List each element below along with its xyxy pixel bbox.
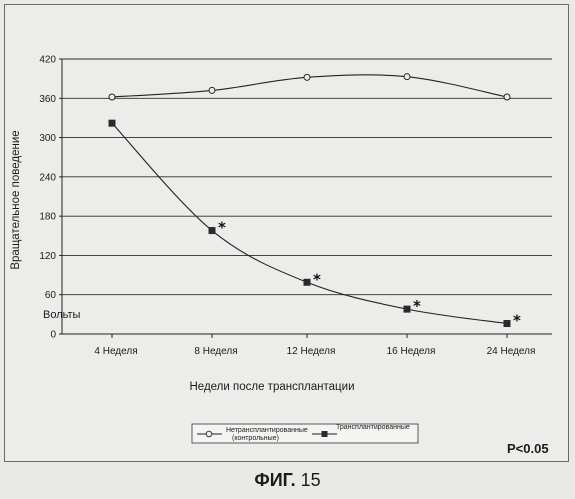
y-tick-label: 420 bbox=[39, 55, 56, 66]
legend: Нетрансплантированные (контрольные) Тран… bbox=[192, 424, 418, 443]
y-tick-label: 300 bbox=[39, 133, 56, 144]
series-line-transplanted bbox=[112, 123, 507, 323]
legend-marker-transplanted bbox=[322, 431, 328, 437]
y-tick-label: 360 bbox=[39, 94, 56, 105]
legend-label-control-2: (контрольные) bbox=[232, 435, 279, 442]
x-tick-labels: 4 Неделя 8 Неделя 12 Неделя 16 Неделя 24 Нед… bbox=[94, 346, 535, 357]
legend-marker-control bbox=[206, 431, 212, 437]
data-point-transplanted bbox=[304, 279, 311, 286]
significance-star: * bbox=[218, 219, 226, 237]
data-point-transplanted bbox=[504, 320, 511, 327]
y-tick-label: 240 bbox=[39, 172, 56, 183]
y-tick-label: 180 bbox=[39, 212, 56, 223]
figure-caption-number: 15 bbox=[301, 470, 321, 490]
significance-star: * bbox=[313, 270, 321, 288]
series-lines bbox=[112, 75, 507, 324]
data-point-transplanted bbox=[109, 120, 116, 127]
legend-label-control-1: Нетрансплантированные bbox=[226, 427, 308, 434]
data-point-control bbox=[209, 87, 215, 93]
p-value-annotation: P<0.05 bbox=[507, 441, 549, 456]
axes bbox=[59, 59, 552, 338]
volts-label: Вольты bbox=[43, 309, 81, 321]
significance-stars: * * * * bbox=[218, 219, 521, 330]
x-axis-title: Недели после трансплантации bbox=[190, 381, 355, 393]
grid-lines bbox=[62, 59, 552, 295]
y-tick-label: 120 bbox=[39, 251, 56, 262]
x-tick-label: 24 Неделя bbox=[487, 346, 536, 357]
x-tick-label: 16 Неделя bbox=[387, 346, 436, 357]
significance-star: * bbox=[513, 312, 521, 330]
data-point-transplanted bbox=[404, 306, 411, 313]
figure-caption: ФИГ. 15 bbox=[0, 470, 575, 491]
data-point-control bbox=[109, 94, 115, 100]
data-point-transplanted bbox=[209, 227, 216, 234]
figure-caption-prefix: ФИГ. bbox=[254, 470, 295, 490]
y-tick-label: 60 bbox=[45, 290, 57, 301]
data-point-control bbox=[304, 74, 310, 80]
data-point-control bbox=[504, 94, 510, 100]
legend-label-transplanted: Трансплантированные bbox=[336, 424, 410, 431]
x-tick-label: 4 Неделя bbox=[94, 346, 137, 357]
x-tick-label: 12 Неделя bbox=[287, 346, 336, 357]
x-tick-label: 8 Неделя bbox=[194, 346, 237, 357]
y-axis-title: Вращательное поведение bbox=[10, 130, 22, 269]
series-markers bbox=[109, 74, 511, 327]
significance-star: * bbox=[413, 297, 421, 315]
y-tick-label: 0 bbox=[50, 330, 56, 341]
y-tick-labels: 0 60 120 180 240 300 360 420 bbox=[39, 55, 56, 341]
data-point-control bbox=[404, 74, 410, 80]
